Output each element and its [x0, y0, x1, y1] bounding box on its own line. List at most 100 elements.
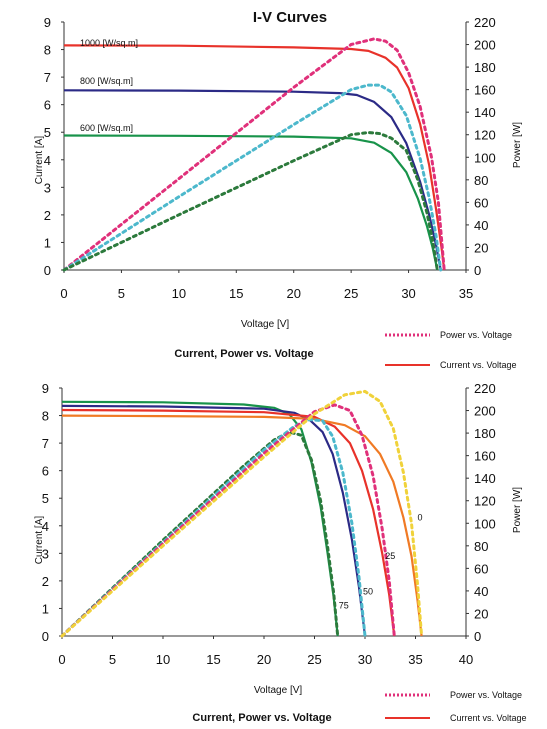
current-curve-3: [61, 414, 423, 637]
y-axis-label-left: Current [A]: [34, 516, 45, 565]
x-tick-label: 5: [109, 652, 116, 667]
y-tick-label-right: 140: [474, 471, 496, 486]
y-tick-label-right: 0: [474, 629, 481, 644]
y-tick-label-left: 7: [44, 70, 51, 85]
current-curve-2: [61, 408, 396, 637]
legend-label-current: Current vs. Voltage: [440, 360, 517, 370]
legend-label-current: Current vs. Voltage: [450, 713, 527, 723]
power-curve-4: [62, 83, 443, 272]
x-tick-label: 35: [408, 652, 422, 667]
y-tick-label-left: 7: [42, 436, 49, 451]
curve-label-800: 800 [W/sq.m]: [80, 76, 133, 86]
power-curve-6: [60, 403, 396, 638]
y-tick-label-right: 200: [474, 38, 496, 53]
x-tick-label: 35: [459, 286, 473, 301]
y-tick-label-right: 100: [474, 150, 496, 165]
y-axis-label-left: Current [A]: [34, 136, 45, 185]
plot-area-top: 0123456789020406080100120140160180200220…: [44, 15, 496, 301]
power-curve-7: [60, 389, 424, 638]
y-tick-label-right: 220: [474, 381, 496, 396]
y-tick-label-left: 6: [42, 464, 49, 479]
legend-label-power: Power vs. Voltage: [450, 690, 522, 700]
chart-top: I-V Curves 01234567890204060801001201401…: [34, 9, 523, 370]
y-tick-label-left: 0: [44, 263, 51, 278]
x-tick-label: 30: [358, 652, 372, 667]
x-tick-label: 15: [229, 286, 243, 301]
y-tick-label-left: 8: [42, 409, 49, 424]
x-tick-label: 10: [172, 286, 186, 301]
x-tick-label: 25: [344, 286, 358, 301]
legend: Power vs. Voltage Current vs. Voltage: [385, 330, 517, 370]
power-curve-5: [60, 418, 367, 638]
y-tick-label-left: 0: [42, 629, 49, 644]
y-tick-label-right: 60: [474, 195, 488, 210]
y-tick-label-right: 40: [474, 584, 488, 599]
y-tick-label-left: 1: [42, 601, 49, 616]
power-curve-5: [62, 131, 439, 272]
curve-annotation: 0: [418, 512, 423, 522]
x-axis-label: Voltage [V]: [254, 685, 303, 696]
x-tick-label: 20: [286, 286, 300, 301]
x-tick-label: 40: [459, 652, 473, 667]
chart-subtitle: Current, Power vs. Voltage: [174, 348, 313, 360]
y-axis-label-right: Power [W]: [512, 487, 523, 533]
y-tick-label-right: 40: [474, 218, 488, 233]
y-tick-label-left: 6: [44, 98, 51, 113]
chart-subtitle: Current, Power vs. Voltage: [192, 712, 331, 724]
y-tick-label-left: 2: [44, 208, 51, 223]
y-tick-label-right: 160: [474, 83, 496, 98]
y-tick-label-left: 9: [42, 381, 49, 396]
y-tick-label-right: 180: [474, 426, 496, 441]
y-tick-label-right: 20: [474, 606, 488, 621]
y-tick-label-left: 4: [44, 153, 51, 168]
y-tick-label-left: 9: [44, 15, 51, 30]
y-tick-label-left: 3: [42, 546, 49, 561]
curve-annotation: 25: [385, 551, 395, 561]
x-tick-label: 25: [307, 652, 321, 667]
y-tick-label-right: 80: [474, 539, 488, 554]
y-tick-label-right: 60: [474, 561, 488, 576]
x-tick-label: 0: [58, 652, 65, 667]
y-tick-label-right: 220: [474, 15, 496, 30]
plot-area-bottom: 0123456789020406080100120140160180200220…: [42, 381, 496, 667]
current-curve-0: [63, 44, 446, 271]
x-tick-label: 10: [156, 652, 170, 667]
y-tick-label-right: 120: [474, 494, 496, 509]
y-tick-label-left: 5: [42, 491, 49, 506]
x-tick-label: 30: [401, 286, 415, 301]
y-tick-label-right: 160: [474, 449, 496, 464]
y-tick-label-right: 120: [474, 128, 496, 143]
current-curve-1: [63, 89, 442, 271]
y-tick-label-right: 0: [474, 263, 481, 278]
current-curve-1: [61, 404, 367, 637]
x-tick-label: 0: [60, 286, 67, 301]
x-tick-label: 5: [118, 286, 125, 301]
curve-annotation: 50: [363, 587, 373, 597]
power-curve-4: [60, 430, 340, 638]
legend: Power vs. Voltage Current vs. Voltage: [385, 690, 527, 723]
legend-label-power: Power vs. Voltage: [440, 330, 512, 340]
current-curve-2: [63, 134, 439, 271]
chart-bottom: 0123456789020406080100120140160180200220…: [34, 381, 527, 724]
y-tick-label-left: 2: [42, 574, 49, 589]
y-tick-label-left: 5: [44, 125, 51, 140]
y-tick-label-right: 100: [474, 516, 496, 531]
x-axis-label: Voltage [V]: [241, 319, 290, 330]
y-tick-label-right: 20: [474, 240, 488, 255]
x-tick-label: 15: [206, 652, 220, 667]
y-tick-label-left: 1: [44, 235, 51, 250]
y-tick-label-left: 8: [44, 43, 51, 58]
curve-annotation: 75: [339, 600, 349, 610]
y-tick-label-left: 4: [42, 519, 49, 534]
curve-label-1000: 1000 [W/sq.m]: [80, 38, 138, 48]
y-tick-label-right: 140: [474, 105, 496, 120]
y-tick-label-left: 3: [44, 180, 51, 195]
y-tick-label-right: 180: [474, 60, 496, 75]
power-curve-3: [62, 37, 446, 272]
y-axis-label-right: Power [W]: [512, 122, 523, 168]
chart-title: I-V Curves: [253, 9, 327, 26]
x-tick-label: 20: [257, 652, 271, 667]
y-tick-label-right: 80: [474, 173, 488, 188]
curve-label-600: 600 [W/sq.m]: [80, 123, 133, 133]
